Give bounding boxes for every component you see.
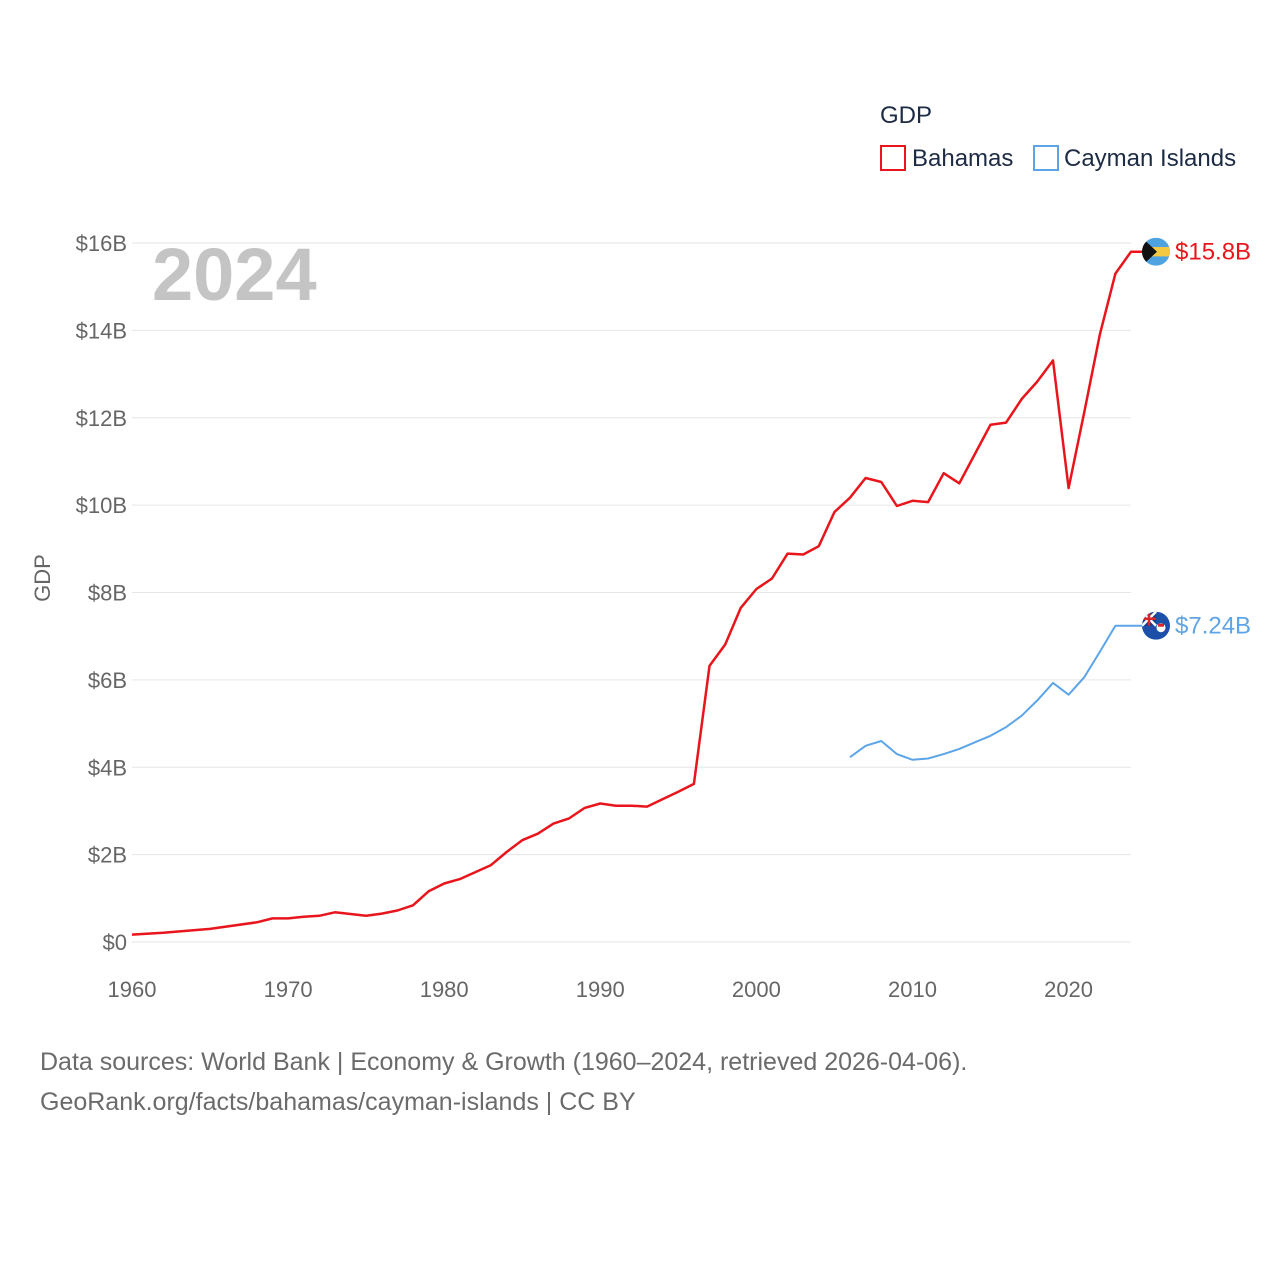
gridlines [132,242,1131,943]
legend-item-cayman-islands[interactable]: Cayman Islands [1033,145,1236,172]
y-tick-label: $6B [88,668,127,693]
x-axis-ticks: 1960 1970 1980 1990 2000 2010 2020 [108,977,1094,1002]
legend-item-bahamas[interactable]: Bahamas [880,145,1013,172]
x-tick-label: 1980 [420,977,469,1002]
series-lines [131,250,1156,936]
cayman-islands-flag-icon [1142,611,1170,640]
y-axis-label: GDP [30,554,55,602]
y-tick-label: $10B [76,493,127,518]
y-axis-ticks: $0 $2B $4B $6B $8B $10B $12B $14B $16B [76,231,127,955]
y-tick-label: $14B [76,318,127,343]
legend-swatch-bahamas [880,145,906,171]
y-tick-label: $2B [88,843,127,868]
source-line-2: GeoRank.org/facts/bahamas/cayman-islands… [40,1088,636,1116]
legend-label-bahamas: Bahamas [912,145,1013,172]
source-line-1: Data sources: World Bank | Economy & Gro… [40,1048,968,1076]
current-year-label: 2024 [152,233,317,316]
y-tick-label: $12B [76,406,127,431]
y-tick-label: $0 [103,930,127,955]
x-tick-label: 1990 [576,977,625,1002]
legend-label-cayman-islands: Cayman Islands [1064,145,1236,172]
x-tick-label: 1960 [108,977,157,1002]
bahamas-end-value-label: $15.8B [1175,239,1251,266]
x-tick-label: 2000 [732,977,781,1002]
cayman-islands-end-value-label: $7.24B [1175,613,1251,640]
legend-swatch-cayman-islands [1033,145,1059,171]
x-tick-label: 1970 [264,977,313,1002]
y-tick-label: $8B [88,581,127,606]
legend-title: GDP [880,102,932,129]
data-source-footer: Data sources: World Bank | Economy & Gro… [40,1042,1240,1122]
x-tick-label: 2020 [1044,977,1093,1002]
series-line-cayman-islands[interactable] [849,624,1156,761]
x-tick-label: 2010 [888,977,937,1002]
bahamas-flag-icon [1142,237,1170,266]
legend: GDP Bahamas Cayman Islands [880,102,1236,172]
y-tick-label: $4B [88,755,127,780]
series-line-bahamas[interactable] [131,250,1156,936]
y-tick-label: $16B [76,231,127,256]
